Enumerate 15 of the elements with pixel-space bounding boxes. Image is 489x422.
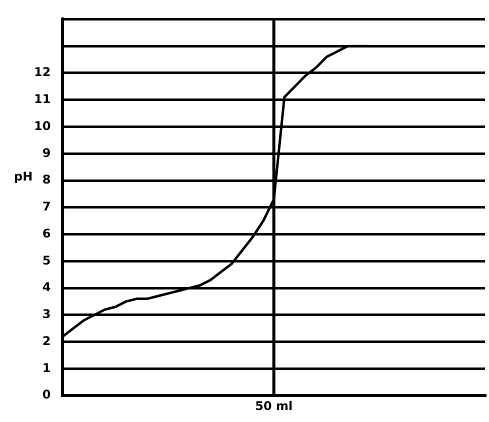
- y-tick-label: 0: [42, 388, 51, 402]
- y-tick-label: 1: [42, 360, 51, 375]
- y-tick-label: 3: [42, 307, 51, 322]
- y-axis-title: pH: [14, 170, 33, 184]
- y-tick-label: 2: [42, 334, 51, 348]
- y-tick-label: 6: [42, 226, 51, 240]
- y-tick-label: 8: [42, 172, 51, 187]
- y-tick-label: 7: [42, 200, 51, 214]
- y-tick-label: 11: [34, 92, 51, 106]
- y-tick-label: 5: [42, 253, 51, 268]
- y-tick-label: 12: [34, 65, 51, 80]
- y-tick-label: 9: [42, 146, 51, 160]
- y-tick-label: 10: [34, 118, 51, 133]
- x-tick-label: 50 ml: [255, 398, 293, 413]
- y-tick-label: 4: [42, 280, 51, 294]
